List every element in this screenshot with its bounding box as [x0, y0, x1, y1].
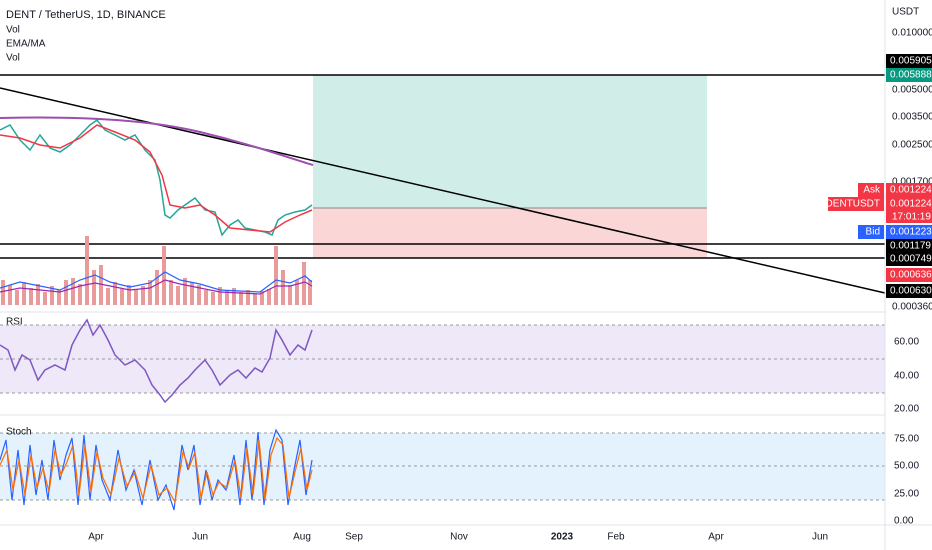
ema-line: [0, 124, 313, 233]
price-tick: 0.005000: [892, 85, 932, 96]
indicator-label: Vol: [6, 25, 20, 36]
stoch-k: [0, 428, 313, 511]
rsi-tick: 60.00: [894, 337, 919, 348]
symbol-title: DENT / TetherUS, 1D, BINANCE: [6, 9, 166, 21]
stoch-band: [0, 433, 885, 500]
time-label: Apr: [708, 532, 724, 543]
price-tag-box: [886, 183, 932, 197]
price-tag-box: [886, 197, 932, 211]
countdown-box: [886, 211, 932, 223]
time-label: Jun: [192, 532, 208, 543]
price-tag-label: Ask: [863, 185, 881, 196]
time-label: Aug: [293, 532, 311, 543]
indicator-label: EMA/MA: [6, 39, 46, 50]
time-label: Sep: [345, 532, 363, 543]
stoch-tick: 50.00: [894, 461, 919, 472]
price-tag-box: [886, 68, 932, 82]
rsi-tick: 40.00: [894, 371, 919, 382]
price-tag-value: 0.000636: [890, 270, 932, 281]
price-tick: 0.010000: [892, 28, 932, 39]
time-label: Feb: [607, 532, 625, 543]
price-tag-label: Bid: [866, 227, 880, 238]
price-tick: 0.003500: [892, 112, 932, 123]
volume-ma: [0, 271, 313, 293]
price-tag-value: 0.001179: [890, 241, 931, 252]
price-tag-value: 0.000749: [890, 254, 932, 265]
price-tags: 0.005905 0.005888 0.001224 Ask 0.001224 DENTU…: [826, 54, 932, 298]
stoch-tick: 25.00: [894, 489, 919, 500]
pane-title: RSI: [6, 317, 23, 328]
price-tick: 0.000360: [892, 302, 932, 313]
price-tag-value: 0.000630: [890, 286, 932, 297]
countdown: 17:01:19: [892, 212, 931, 223]
price-tag-value: 0.005888: [890, 70, 932, 81]
stoch-d: [0, 436, 313, 504]
time-label: Apr: [88, 532, 104, 543]
price-tag-box: [886, 284, 932, 298]
price-tag-value: 0.001223: [890, 227, 932, 238]
price-tag-box: [886, 239, 932, 253]
price-tag-label-box: [828, 197, 884, 211]
rsi-band: [0, 325, 885, 393]
loss-zone: [313, 208, 707, 258]
stoch-tick: 75.00: [894, 434, 919, 445]
rsi-line: [0, 318, 313, 404]
price-tag-label: DENTUSDT: [826, 199, 880, 210]
price-tag-box: [886, 268, 932, 282]
volume-ma2: [0, 279, 313, 295]
ma-line: [0, 116, 314, 166]
price-tag-value: 0.005905: [890, 56, 932, 67]
axis-unit: USDT: [892, 7, 919, 18]
price-tag-label-box: [858, 225, 884, 239]
pane-title: Stoch: [6, 427, 32, 438]
price-ticks: 0.010000 0.005000 0.003500 0.002500 0.001700…: [892, 28, 932, 313]
stoch-tick: 0.00: [894, 516, 914, 527]
time-label: Nov: [450, 532, 468, 543]
price-tick: 0.002500: [892, 140, 932, 151]
levels: [0, 74, 885, 259]
indicator-label: Vol: [6, 53, 20, 64]
price-tag-box: [886, 225, 932, 239]
price-tag-label-box: [858, 183, 884, 197]
price-tick: 0.001700: [892, 177, 932, 188]
volume-bars: [1, 236, 312, 305]
rsi-tick: 20.00: [894, 404, 919, 415]
time-label: Jun: [812, 532, 828, 543]
profit-zone: [313, 75, 707, 208]
pane-ticks: 60.00 40.00 20.00 75.00 50.00 25.00 0.00: [894, 337, 919, 527]
time-axis: Apr Jun Aug Sep Nov 2023 Feb Apr Jun: [88, 532, 828, 543]
price-tag-value: 0.001224: [890, 185, 932, 196]
price-tag-box: [886, 54, 932, 68]
price-tag-value: 0.001224: [890, 199, 932, 210]
time-label: 2023: [551, 532, 574, 543]
price-tag-box: [886, 252, 932, 266]
